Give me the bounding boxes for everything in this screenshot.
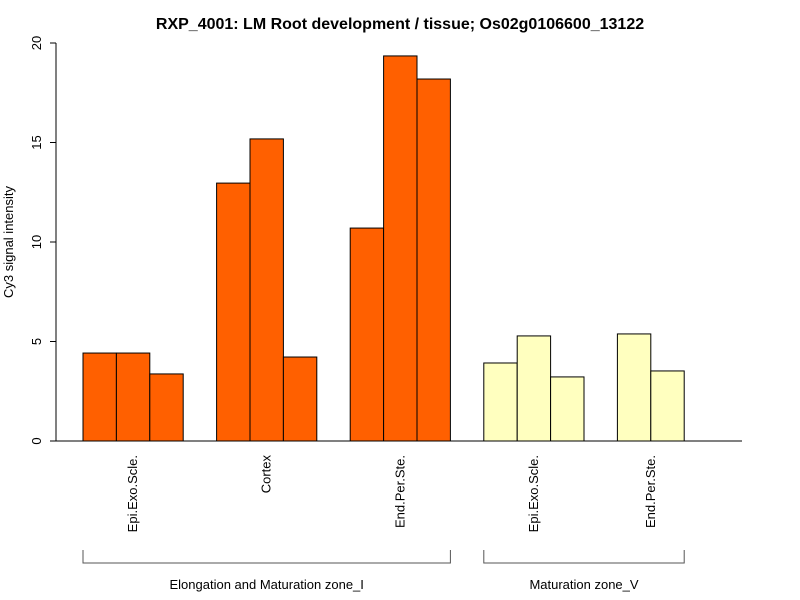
y-axis-label: Cy3 signal intensity [1, 186, 16, 298]
y-tick-label: 10 [29, 235, 44, 249]
bars [82, 55, 685, 442]
group-label: Elongation and Maturation zone_I [169, 577, 363, 592]
bar [82, 352, 117, 442]
group-brackets: Elongation and Maturation zone_I Maturati… [82, 550, 685, 592]
y-tick-label: 0 [29, 437, 44, 444]
y-tick-label: 20 [29, 36, 44, 50]
bar [249, 138, 284, 442]
bar [282, 356, 318, 442]
x-tick-label: End.Per.Ste. [392, 455, 407, 528]
bar [616, 333, 652, 442]
x-labels: Epi.Exo.Scle. Cortex End.Per.Ste. Epi.Exo.S… [125, 455, 658, 533]
y-axis: 0 5 10 15 20 [29, 36, 57, 445]
bar [416, 78, 451, 442]
bar [516, 335, 552, 442]
bar [349, 227, 385, 442]
x-tick-label: Epi.Exo.Scle. [125, 455, 140, 532]
bar [483, 362, 518, 442]
y-tick-label: 5 [29, 338, 44, 345]
x-tick-label: Cortex [259, 455, 274, 494]
bar [550, 376, 585, 442]
chart-title: RXP_4001: LM Root development / tissue; … [156, 16, 644, 33]
bar [149, 373, 184, 442]
x-tick-label: Epi.Exo.Scle. [526, 455, 541, 532]
bar [115, 352, 151, 442]
group-label: Maturation zone_V [529, 577, 638, 592]
group-bracket [483, 550, 685, 564]
bar [216, 182, 251, 442]
y-tick-label: 15 [29, 135, 44, 149]
group-bracket [82, 550, 451, 564]
bar [383, 55, 418, 442]
x-tick-label: End.Per.Ste. [643, 455, 658, 528]
bar [650, 370, 685, 442]
